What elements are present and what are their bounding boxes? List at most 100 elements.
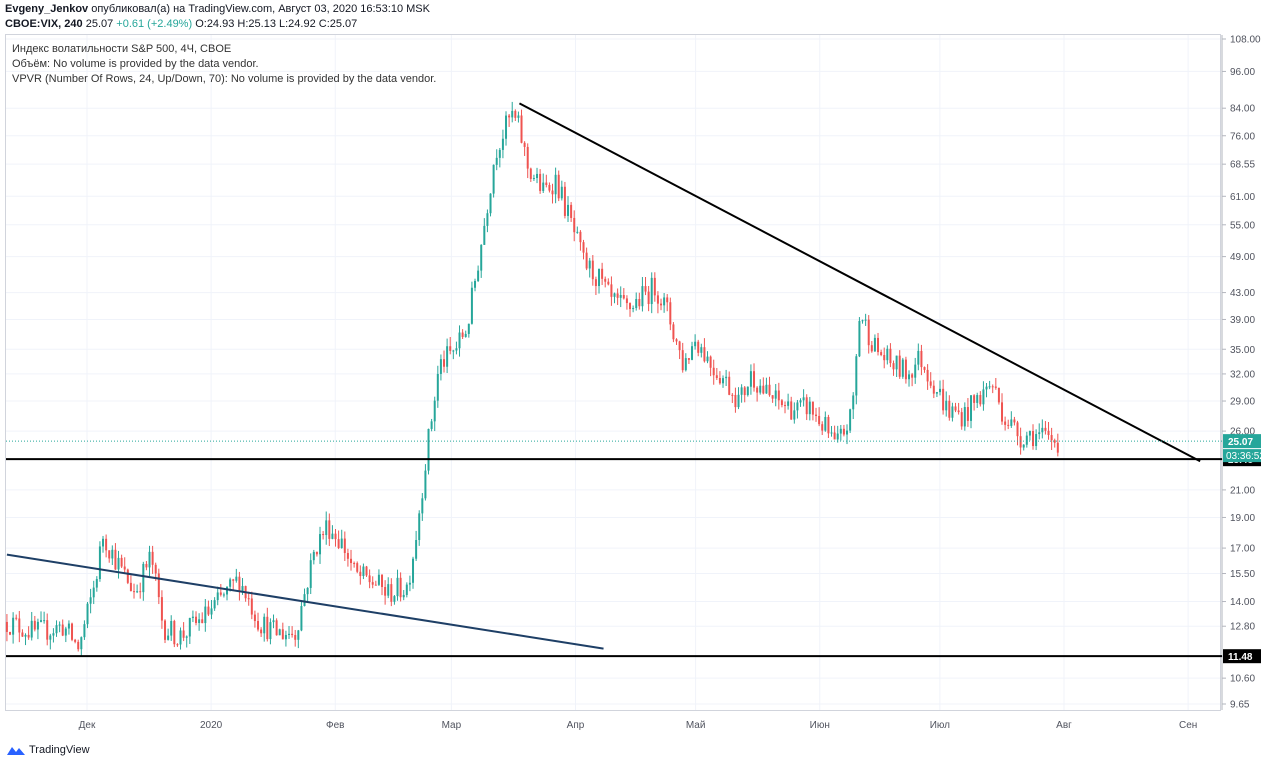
y-tick-label: 61.00 (1230, 192, 1255, 203)
candle-body (92, 587, 95, 598)
y-tick-label: 35.00 (1230, 345, 1255, 356)
candle-body (67, 623, 70, 629)
candle-body (873, 337, 876, 352)
candle-body (269, 622, 272, 640)
brand-name: TradingView (29, 744, 90, 756)
candle-body (151, 551, 154, 565)
candle-body (46, 620, 49, 640)
x-tick-label: Июл (930, 720, 950, 731)
y-tick-label: 14.00 (1230, 597, 1255, 608)
candle-body (917, 350, 920, 365)
y-tick-label: 43.00 (1230, 288, 1255, 299)
candle-body (284, 634, 287, 640)
candle-body (474, 280, 477, 288)
published-text: опубликовал(а) на TradingView.com, Авгус… (91, 3, 430, 15)
candle-body (98, 546, 101, 580)
y-tick-label: 12.80 (1230, 622, 1255, 633)
candle-body (275, 620, 278, 636)
candle-body (319, 534, 322, 555)
candle-body (294, 635, 297, 640)
candle-body (61, 624, 64, 636)
candle-body (5, 621, 8, 632)
candle-body (722, 378, 725, 384)
candle-body (371, 582, 374, 585)
candle-body (219, 592, 222, 595)
candle-body (436, 373, 439, 401)
candle-body (548, 184, 551, 191)
author-name[interactable]: Evgeny_Jenkov (5, 3, 89, 15)
y-tick-label: 39.00 (1230, 315, 1255, 326)
candle-body (173, 620, 176, 645)
candle-body (176, 644, 179, 646)
trendline[interactable] (518, 102, 1201, 463)
candle-body (920, 350, 923, 368)
candle-body (77, 641, 80, 650)
candle-body (315, 551, 318, 555)
trendline[interactable] (6, 553, 604, 650)
candle-body (117, 557, 120, 570)
candle-body (322, 534, 325, 536)
x-tick-label: Авг (1056, 720, 1072, 731)
candle-body (36, 621, 39, 630)
candle-body (641, 286, 644, 307)
footer-brand[interactable]: TradingView (6, 744, 90, 756)
candle-body (582, 242, 585, 253)
candle-body (291, 633, 294, 636)
candle-body (939, 388, 942, 393)
legend-volume: Объём: No volume is provided by the data… (12, 58, 259, 70)
candle-body (808, 401, 811, 415)
candle-body (511, 110, 514, 118)
candle-body (346, 553, 349, 559)
candle-body (660, 303, 663, 306)
candle-body (563, 186, 566, 216)
candle-body (74, 639, 77, 642)
candle-body (718, 377, 721, 384)
candle-body (734, 394, 737, 408)
candle-body (464, 333, 467, 337)
candle-body (1028, 431, 1031, 436)
candle-body (64, 628, 67, 636)
candle-body (560, 186, 563, 199)
candle-body (1032, 431, 1035, 447)
candle-body (610, 284, 613, 297)
candle-body (1001, 402, 1004, 422)
candle-body (359, 571, 362, 577)
candle-body (263, 616, 266, 634)
candle-body (334, 533, 337, 540)
candle-body (765, 384, 768, 394)
candle-body (976, 395, 979, 403)
y-tick-label: 55.00 (1230, 220, 1255, 231)
candle-body (821, 424, 824, 431)
candle-body (700, 347, 703, 353)
candle-body (529, 168, 532, 179)
candle-body (188, 617, 191, 637)
candle-body (412, 558, 415, 583)
chart-pane[interactable] (5, 34, 1221, 711)
y-tick-label: 29.00 (1230, 397, 1255, 408)
candle-body (384, 586, 387, 596)
candle-body (508, 115, 511, 118)
candle-body (616, 293, 619, 298)
candle-body (142, 563, 145, 593)
candle-body (585, 252, 588, 269)
candle-body (601, 268, 604, 279)
candle-body (120, 557, 123, 567)
candle-body (238, 576, 241, 592)
candle-body (997, 387, 1000, 403)
candle-body (108, 550, 111, 559)
candle-body (201, 619, 204, 624)
candle-body (796, 402, 799, 411)
y-tick-label: 96.00 (1230, 67, 1255, 78)
candle-body (830, 432, 833, 434)
candle-body (266, 616, 269, 640)
candle-body (241, 586, 244, 592)
candle-body (948, 400, 951, 418)
candle-body (331, 533, 334, 539)
candle-body (973, 395, 976, 403)
candle-body (780, 400, 783, 406)
chart-legend: Индекс волатильности S&P 500, 4Ч, CBOE О… (12, 42, 436, 87)
candle-body (842, 428, 845, 435)
candle-body (579, 231, 582, 243)
candle-body (467, 323, 470, 334)
